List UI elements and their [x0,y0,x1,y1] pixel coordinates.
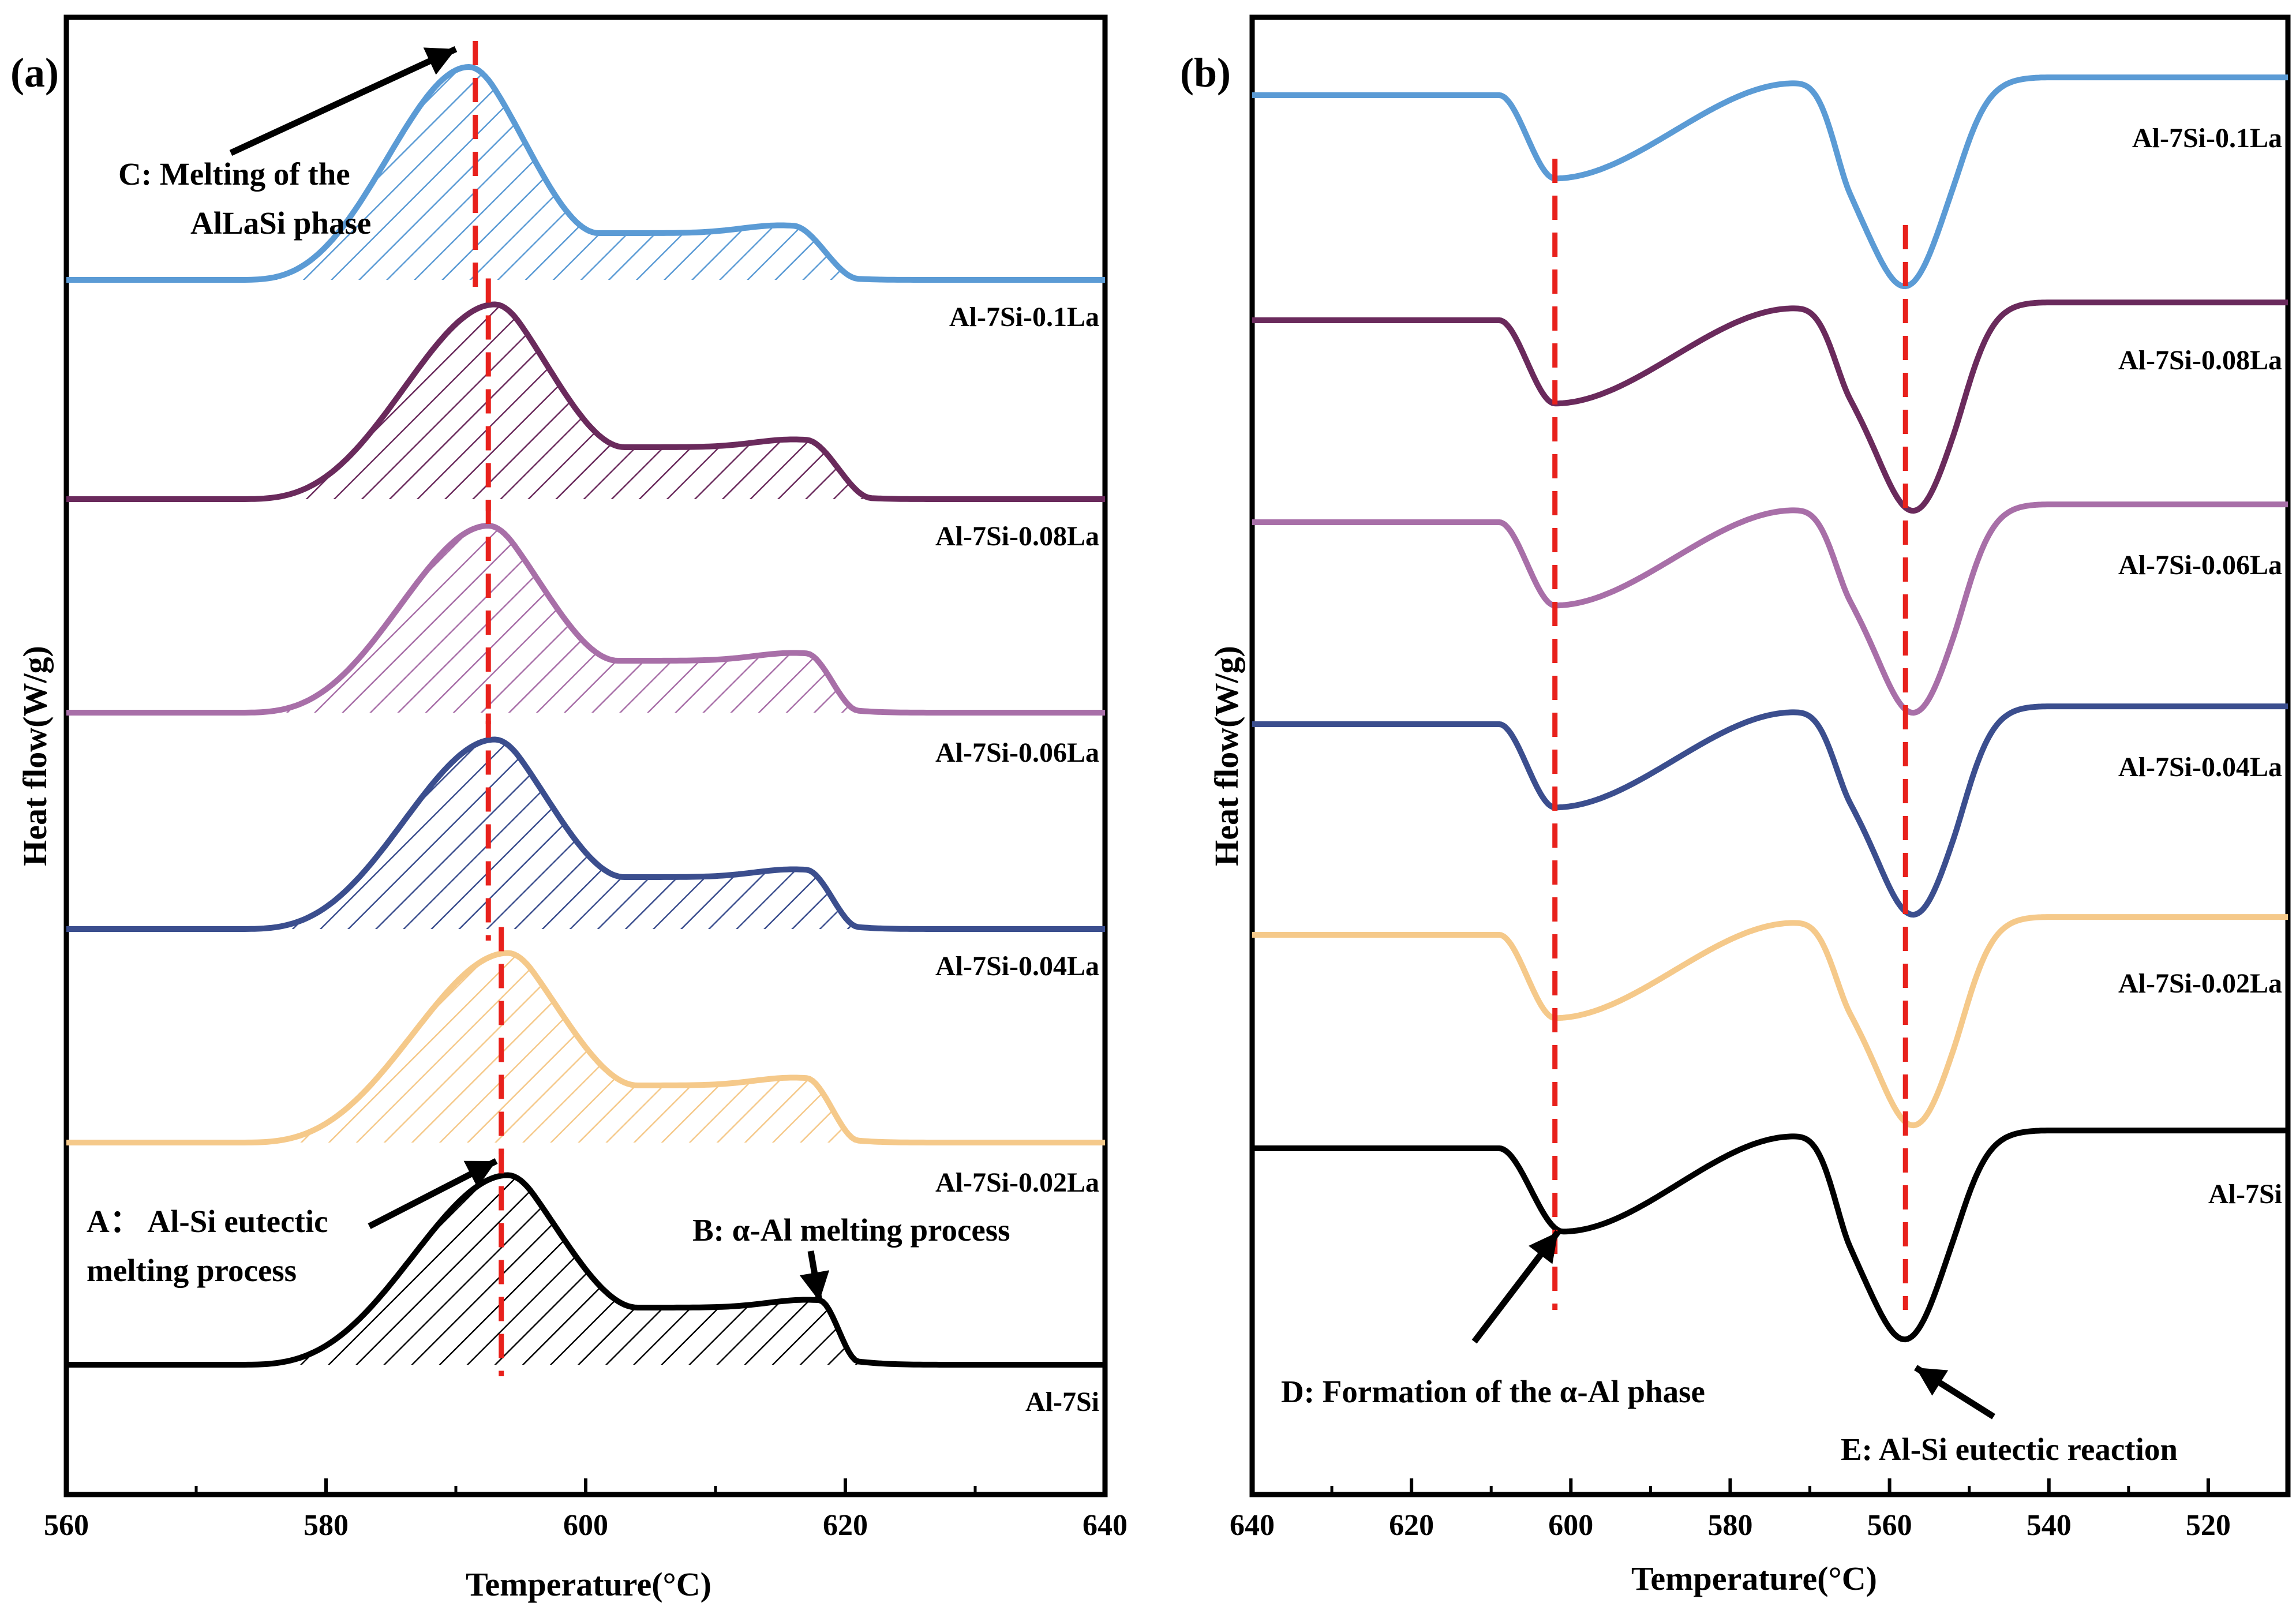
series-line-al-7si-0-04la [1252,703,2288,918]
series-label-al-7si-0-06la: Al-7Si-0.06La [935,737,1099,768]
series-line-al-7si-0-02la [66,950,1105,1145]
panel-b-x-axis-label: Temperature(°C) [1631,1560,1877,1597]
panel-b-y-axis-label: Heat flow(W/g) [1208,646,1245,866]
panel-a-x-tick-label: 620 [823,1509,868,1542]
series-line-al-7si [66,1172,1105,1368]
series-label-al-7si-0-02la: Al-7Si-0.02La [2118,968,2282,999]
panel-a-x-tick-label: 560 [44,1509,89,1542]
panel-a-x-tick-label: 580 [304,1509,349,1542]
panel-b-label: (b) [1180,50,1231,96]
hatch-area-al-7si-0-06la [248,526,871,713]
panel-b-x-tick-label: 580 [1707,1509,1752,1542]
panel-b-x-tick-label: 600 [1548,1509,1593,1542]
series-label-al-7si-0-02la: Al-7Si-0.02La [935,1167,1099,1198]
series-line-al-7si [1252,1128,2288,1343]
hatch-area-al-7si-0-02la [248,953,871,1143]
panel-a-annotations: C: Melting of the AlLaSi phase A： Al-Si … [87,46,1010,1302]
annotation-a-arrow-head [463,1160,496,1188]
annotation-a-line1: A： Al-Si eutectic [87,1204,328,1239]
series-line-al-7si-0-06la [66,523,1105,716]
series-line-al-7si-0-1la [1252,74,2288,290]
panel-b-x-tick-label: 640 [1230,1509,1275,1542]
annotation-c-line2: AlLaSi phase [190,205,371,241]
annotation-c-arrow [229,46,458,156]
panel-a-x-tick-label: 640 [1083,1509,1128,1542]
panel-b-x-tick-label: 540 [2027,1509,2072,1542]
annotation-c-arrow-head [423,47,456,75]
panel-b-x-tick-label: 560 [1867,1509,1912,1542]
series-line-al-7si-0-1la [66,64,1105,283]
series-line-al-7si-0-02la [1252,914,2288,1129]
panel-b-frame [1249,14,2291,1497]
panel-b-annotations: D: Formation of the α-Al phase E: Al-Si … [1281,1230,2178,1467]
series-line-al-7si-0-08la [66,301,1105,502]
series-label-al-7si-0-1la: Al-7Si-0.1La [949,302,1099,332]
series-label-al-7si: Al-7Si [1025,1387,1099,1417]
series-label-al-7si-0-04la: Al-7Si-0.04La [2118,752,2282,782]
series-label-al-7si: Al-7Si [2208,1179,2282,1209]
panel-b-x-tick-label: 620 [1389,1509,1434,1542]
panel-a-y-axis-label: Heat flow(W/g) [16,646,54,866]
annotation-c-line1: C: Melting of the [118,156,350,192]
annotation-b-arrow-head [799,1270,830,1301]
series-label-al-7si-0-06la: Al-7Si-0.06La [2118,550,2282,581]
panel-a-x-axis-label: Temperature(°C) [466,1566,711,1603]
series-label-al-7si-0-08la: Al-7Si-0.08La [2118,345,2282,376]
annotation-e-arrow-head [1916,1368,1949,1396]
annotation-a-line2: melting process [87,1253,297,1288]
series-line-al-7si-0-04la [66,736,1105,932]
panel-b-x-tick-label: 520 [2186,1509,2231,1542]
annotation-e-text: E: Al-Si eutectic reaction [1841,1432,2178,1467]
series-label-al-7si-0-1la: Al-7Si-0.1La [2132,123,2282,153]
panel-a: (a) Temperature(°C) Heat flow(W/g) 560 58… [10,14,1128,1603]
panel-b: (b) Temperature(°C) Heat flow(W/g) 640 62… [1180,14,2291,1597]
annotation-d-text: D: Formation of the α-Al phase [1281,1374,1705,1409]
hatch-area-al-7si [248,1175,871,1365]
series-label-al-7si-0-08la: Al-7Si-0.08La [935,521,1099,552]
series-line-al-7si-0-06la [1252,501,2288,716]
panel-a-x-tick-label: 600 [563,1509,608,1542]
hatch-area-al-7si-0-08la [248,304,885,499]
hatch-area-al-7si-0-1la [248,67,871,280]
panel-a-label: (a) [10,50,59,96]
annotation-b-text: B: α-Al melting process [692,1212,1010,1248]
annotation-d-arrow-head [1528,1232,1558,1264]
series-line-al-7si-0-08la [1252,299,2288,514]
series-label-al-7si-0-04la: Al-7Si-0.04La [935,951,1099,982]
hatch-area-al-7si-0-04la [248,739,871,929]
